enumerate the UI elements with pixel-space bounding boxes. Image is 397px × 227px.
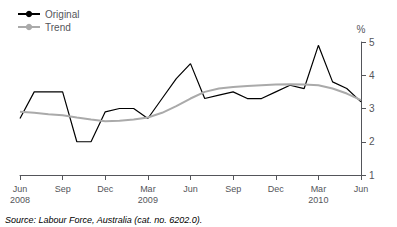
svg-text:Dec: Dec — [268, 184, 285, 194]
svg-text:2010: 2010 — [308, 195, 328, 205]
svg-text:2: 2 — [369, 136, 375, 147]
svg-text:Jun: Jun — [13, 184, 28, 194]
svg-text:3: 3 — [369, 103, 375, 114]
svg-text:%: % — [357, 24, 366, 35]
svg-text:Source: Labour Force, Australi: Source: Labour Force, Australia (cat. no… — [5, 215, 202, 225]
svg-text:Jun: Jun — [183, 184, 198, 194]
svg-text:Trend: Trend — [45, 22, 71, 33]
svg-text:Mar: Mar — [140, 184, 156, 194]
svg-text:1: 1 — [369, 170, 375, 181]
svg-text:4: 4 — [369, 70, 375, 81]
svg-text:Mar: Mar — [311, 184, 327, 194]
svg-text:2009: 2009 — [138, 195, 158, 205]
svg-text:Sep: Sep — [55, 184, 71, 194]
svg-text:Sep: Sep — [225, 184, 241, 194]
svg-text:Original: Original — [45, 9, 79, 20]
svg-text:Dec: Dec — [97, 184, 114, 194]
svg-text:2008: 2008 — [10, 195, 30, 205]
svg-text:5: 5 — [369, 37, 375, 48]
svg-text:Jun: Jun — [354, 184, 369, 194]
